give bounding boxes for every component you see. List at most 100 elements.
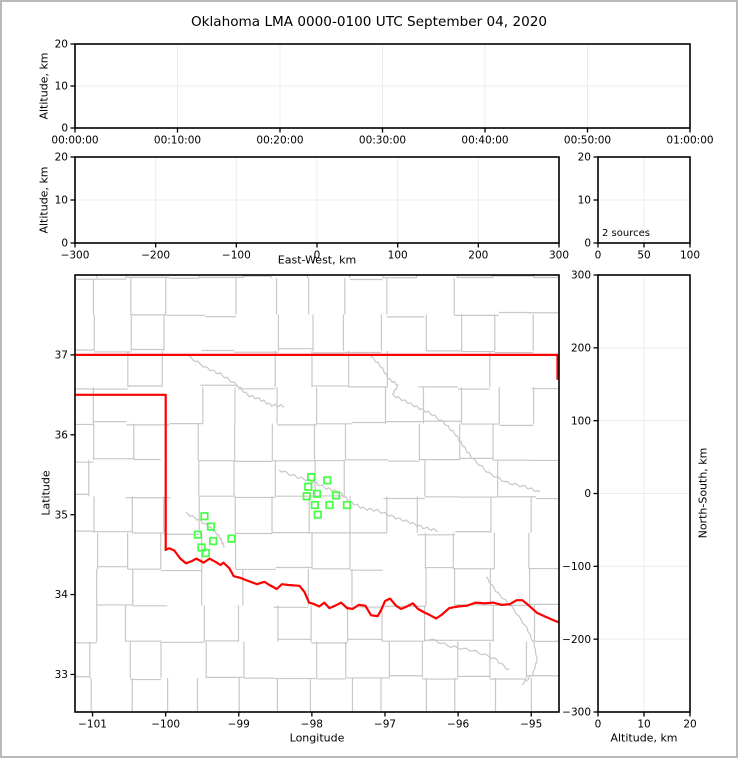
station-marker bbox=[310, 500, 319, 510]
station-marker bbox=[304, 482, 313, 491]
plot-title: Oklahoma LMA 0000-0100 UTC September 04,… bbox=[190, 14, 548, 30]
river-line bbox=[185, 511, 225, 549]
y-tick-label: 10 bbox=[55, 195, 68, 207]
y-tick-label: 33 bbox=[55, 669, 68, 681]
panel-time-height: 00:00:00 00:10:00 00:20:00 00:30:00 00:40:00… bbox=[51, 39, 713, 147]
station-marker bbox=[313, 510, 322, 519]
north-south-y-axis-label: North-South, km bbox=[696, 447, 710, 539]
time_height-svg: 00:00:00 00:10:00 00:20:00 00:30:00 00:40:00… bbox=[51, 39, 713, 147]
axis-ticks: 0 10 20 −300 −200 −100 0 100 200 300 bbox=[562, 270, 697, 731]
station-marker bbox=[200, 512, 209, 521]
x-tick-label: 300 bbox=[549, 250, 569, 262]
y-tick-label: 20 bbox=[578, 152, 591, 164]
station-marker bbox=[197, 543, 206, 552]
map-x-axis-label: Longitude bbox=[289, 731, 345, 745]
panel-plan-view-map: −101 −100 −99 −98 −97 −96 −95 33 34 35 36 37 bbox=[55, 274, 560, 731]
station-marker bbox=[307, 473, 316, 482]
axis-ticks: −300 −200 −100 0 100 200 300 0 10 20 bbox=[55, 152, 569, 262]
x-tick-label: −96 bbox=[447, 719, 469, 731]
panel-north-south-height: 0 10 20 −300 −200 −100 0 100 200 300 bbox=[562, 270, 697, 731]
y-tick-label: 0 bbox=[61, 123, 68, 135]
y-tick-label: 0 bbox=[61, 238, 68, 250]
x-tick-label: 00:00:00 bbox=[51, 135, 98, 147]
river-line bbox=[187, 355, 285, 408]
axis-ticks: 0 50 100 0 10 20 bbox=[578, 152, 700, 262]
x-tick-label: −98 bbox=[301, 719, 323, 731]
gridlines bbox=[75, 157, 559, 243]
east_west_height-svg: −300 −200 −100 0 100 200 300 0 10 20 bbox=[55, 152, 569, 262]
x-tick-label: 00:10:00 bbox=[154, 135, 201, 147]
north_south_height-svg: 0 10 20 −300 −200 −100 0 100 200 300 bbox=[562, 270, 697, 731]
y-tick-label: 36 bbox=[55, 429, 69, 441]
plan_view_map-svg: −101 −100 −99 −98 −97 −96 −95 33 34 35 36 37 bbox=[55, 274, 560, 731]
station-marker bbox=[201, 548, 210, 558]
x-tick-label: 0 bbox=[595, 719, 602, 731]
station-markers bbox=[193, 473, 352, 558]
x-tick-label: −100 bbox=[151, 719, 180, 731]
panhandle-texas-line bbox=[75, 393, 167, 551]
x-tick-label: 0 bbox=[314, 250, 321, 262]
map-y-axis-label: Latitude bbox=[39, 470, 53, 516]
axes-frame bbox=[74, 274, 560, 713]
y-tick-label: 20 bbox=[55, 39, 68, 51]
x-tick-label: 0 bbox=[595, 250, 602, 262]
x-tick-label: 00:20:00 bbox=[256, 135, 303, 147]
time-height-y-axis-label: Altitude, km bbox=[37, 52, 51, 120]
y-tick-label: 20 bbox=[55, 152, 68, 164]
river-line bbox=[278, 469, 439, 533]
station-marker bbox=[302, 492, 311, 501]
x-tick-label: 200 bbox=[468, 250, 488, 262]
x-tick-label: 00:50:00 bbox=[564, 135, 611, 147]
y-tick-label: 0 bbox=[584, 488, 591, 500]
x-tick-label: −100 bbox=[222, 250, 251, 262]
x-tick-label: −99 bbox=[228, 719, 250, 731]
x-tick-label: 10 bbox=[637, 719, 650, 731]
y-tick-label: 35 bbox=[55, 509, 68, 521]
river-line bbox=[485, 576, 538, 686]
station-marker bbox=[342, 500, 352, 510]
x-tick-label: 50 bbox=[637, 250, 650, 262]
x-tick-label: 01:00:00 bbox=[666, 135, 713, 147]
y-tick-label: 34 bbox=[55, 589, 69, 601]
county-lines bbox=[75, 275, 559, 712]
y-tick-label: 100 bbox=[571, 415, 591, 427]
river-line bbox=[370, 356, 541, 493]
x-tick-label: 00:30:00 bbox=[359, 135, 406, 147]
station-marker bbox=[312, 489, 322, 498]
station-marker bbox=[209, 536, 218, 546]
axis-ticks: −101 −100 −99 −98 −97 −96 −95 33 34 35 36 37 bbox=[55, 349, 543, 730]
y-tick-label: 10 bbox=[578, 195, 591, 207]
station-marker bbox=[193, 530, 202, 539]
gridlines bbox=[75, 44, 690, 128]
y-tick-label: −100 bbox=[562, 561, 591, 573]
y-tick-label: 200 bbox=[571, 342, 591, 354]
station-marker bbox=[227, 534, 236, 543]
red-river-line bbox=[164, 547, 559, 624]
station-marker bbox=[323, 476, 332, 485]
y-tick-label: 10 bbox=[55, 81, 68, 93]
station-marker bbox=[206, 522, 216, 531]
y-tick-label: −300 bbox=[562, 707, 591, 719]
east-west-y-axis-label: Altitude, km bbox=[37, 166, 51, 234]
panel-east-west-height: −300 −200 −100 0 100 200 300 0 10 20 bbox=[55, 152, 569, 262]
gridlines bbox=[598, 275, 690, 712]
station-marker bbox=[325, 500, 334, 510]
x-tick-label: −300 bbox=[61, 250, 90, 262]
y-tick-label: 300 bbox=[571, 270, 591, 282]
y-tick-label: −200 bbox=[562, 634, 591, 646]
altitude_histogram-svg: 0 50 100 0 10 20 bbox=[578, 152, 700, 262]
x-tick-label: −97 bbox=[374, 719, 396, 731]
x-tick-label: 20 bbox=[683, 719, 696, 731]
east-west-x-axis-label: East-West, km bbox=[277, 253, 357, 267]
station-marker bbox=[331, 491, 341, 500]
x-tick-label: 100 bbox=[680, 250, 700, 262]
source-count-annotation: 2 sources bbox=[602, 228, 650, 239]
x-tick-label: −200 bbox=[141, 250, 170, 262]
river-line bbox=[428, 638, 510, 671]
panel-altitude-histogram: 0 50 100 0 10 20 bbox=[578, 152, 700, 262]
x-tick-label: 100 bbox=[388, 250, 408, 262]
axis-ticks: 00:00:00 00:10:00 00:20:00 00:30:00 00:40:00… bbox=[51, 39, 713, 147]
y-tick-label: 0 bbox=[584, 238, 591, 250]
x-tick-label: −95 bbox=[520, 719, 542, 731]
y-tick-label: 37 bbox=[55, 349, 68, 361]
